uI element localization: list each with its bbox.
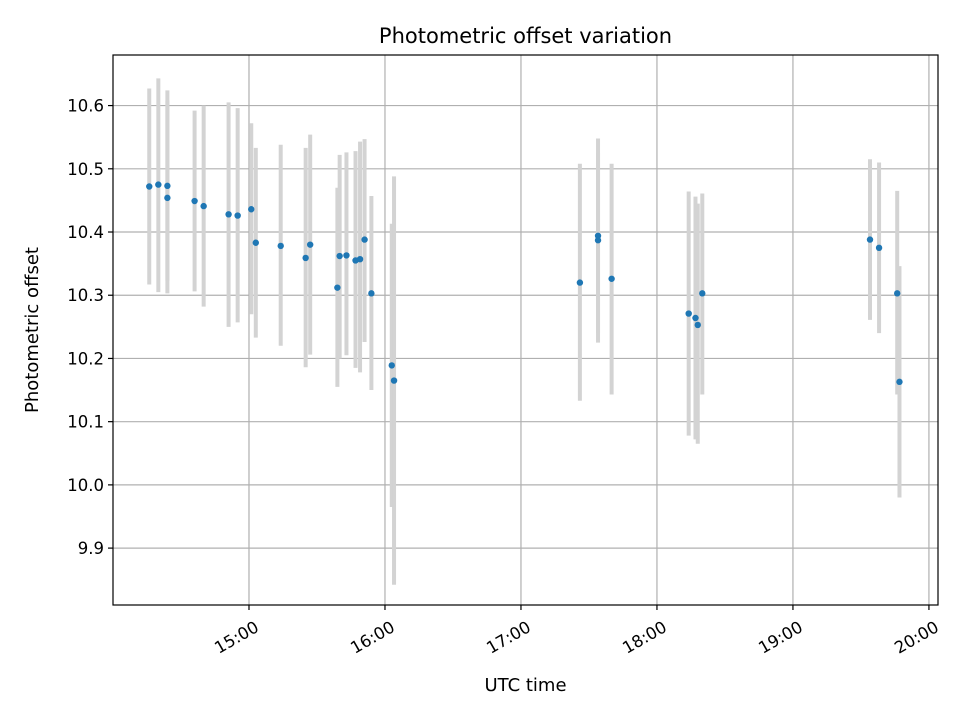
data-point [306, 241, 314, 248]
y-tick-label: 10.3 [67, 286, 104, 305]
error-bars [147, 78, 902, 585]
data-point [608, 275, 615, 282]
plot-frame [112, 54, 939, 606]
x-tick-label: 17:00 [483, 617, 534, 657]
data-point [248, 206, 255, 213]
data-point [894, 290, 901, 297]
data-point [191, 197, 198, 205]
x-axis-label: UTC time [484, 675, 566, 696]
y-axis-label: Photometric offset [22, 247, 43, 413]
y-tick-label: 10.0 [67, 476, 104, 495]
y-tick-label: 10.1 [67, 413, 104, 432]
data-point [576, 279, 584, 286]
data-point [234, 212, 241, 219]
data-point [252, 239, 259, 246]
data-point [155, 181, 162, 188]
data-point [388, 362, 395, 369]
data-point [866, 236, 874, 243]
data-point [336, 252, 343, 260]
x-tick-label: 16:00 [347, 617, 398, 657]
data-point [699, 290, 706, 297]
data-point [302, 254, 309, 262]
y-tick-label: 10.5 [67, 160, 104, 179]
x-tick-label: 15:00 [211, 617, 262, 657]
data-point [356, 255, 364, 263]
data-point [277, 242, 284, 250]
data-point [896, 378, 903, 386]
data-point [694, 321, 701, 329]
data-point [594, 237, 602, 244]
data-point [200, 202, 207, 210]
data-point [594, 232, 602, 240]
y-tick-label: 9.9 [78, 539, 104, 558]
x-tick-label: 19:00 [755, 617, 806, 657]
x-tick-label: 20:00 [891, 617, 942, 657]
x-tick-label: 18:00 [619, 617, 670, 657]
data-point [692, 314, 699, 322]
data-point [164, 182, 171, 190]
axis-ticks: 15:00 16:00 17:00 18:00 19:00 20:00 9.9 10.0 10.… [67, 97, 942, 658]
data-point [225, 211, 232, 218]
data-point [368, 290, 375, 297]
data-point [164, 194, 171, 202]
y-tick-label: 10.4 [67, 223, 104, 242]
data-point [685, 310, 692, 317]
chart-title: Photometric offset variation [379, 24, 672, 48]
data-point [361, 236, 368, 243]
y-tick-label: 10.6 [67, 97, 104, 116]
data-point [390, 377, 398, 384]
data-points [146, 181, 903, 386]
data-point [343, 252, 350, 259]
data-point [875, 244, 883, 252]
y-tick-label: 10.2 [67, 349, 104, 368]
data-point [146, 183, 153, 190]
data-point [334, 284, 341, 291]
